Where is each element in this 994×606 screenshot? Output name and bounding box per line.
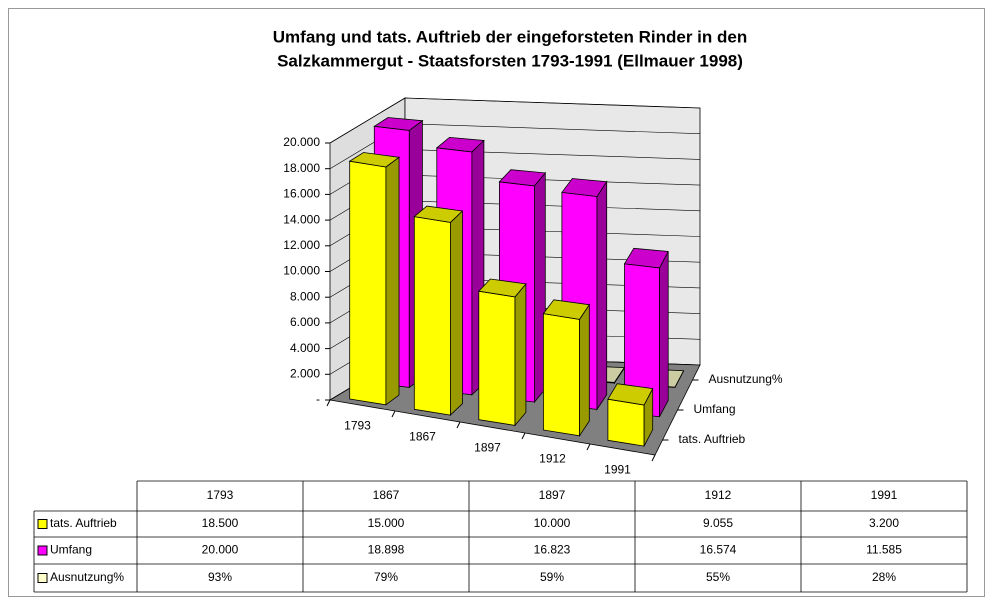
bar — [607, 383, 654, 447]
bar-side — [659, 251, 669, 417]
legend-label: Ausnutzung% — [50, 570, 124, 584]
chart-title: Umfang und tats. Auftrieb der eingeforst… — [273, 27, 747, 46]
table-cell: 59% — [540, 570, 564, 584]
bar-top — [348, 152, 401, 168]
y-tick-label: - — [316, 392, 320, 406]
table-cell: 16.574 — [700, 543, 737, 557]
bar-front — [607, 398, 645, 447]
x-tick-label: 1912 — [539, 452, 566, 466]
bar-front — [349, 160, 387, 406]
bar — [477, 278, 527, 427]
y-tick-label: 4.000 — [290, 341, 320, 355]
y-tick-label: 16.000 — [283, 187, 320, 201]
depth-label: tats. Auftrieb — [679, 432, 746, 446]
table-cell: 15.000 — [368, 516, 405, 530]
table-cell: 9.055 — [703, 516, 733, 530]
bar-side — [596, 180, 608, 411]
bar — [542, 299, 590, 438]
depth-label: Umfang — [694, 402, 736, 416]
bar-side — [385, 156, 400, 406]
table-cell: 93% — [208, 570, 232, 584]
table-cell: 3.200 — [869, 516, 899, 530]
x-tick — [521, 432, 526, 440]
table-header: 1793 — [207, 488, 234, 502]
x-tick — [651, 454, 656, 462]
bar — [623, 247, 669, 418]
table-header: 1897 — [539, 488, 566, 502]
bar-top — [542, 299, 590, 320]
x-tick-label: 1897 — [474, 441, 501, 455]
x-tick — [391, 410, 396, 418]
table-header: 1867 — [373, 488, 400, 502]
y-tick-label: 14.000 — [283, 212, 320, 226]
table-cell: 16.823 — [534, 543, 571, 557]
x-tick-label: 1793 — [344, 419, 371, 433]
bar-top — [498, 169, 547, 187]
x-tick — [456, 421, 461, 429]
chart-title: Salzkammergut - Staatsforsten 1793-1991 … — [277, 51, 743, 70]
y-tick-label: 20.000 — [283, 135, 320, 149]
legend-label: tats. Auftrieb — [50, 516, 117, 530]
depth-label: Ausnutzung% — [709, 372, 783, 386]
bar-side — [579, 303, 590, 438]
bar-front — [478, 290, 516, 426]
grid-line — [329, 97, 701, 144]
bar-side — [514, 282, 527, 427]
bar-side — [449, 210, 463, 417]
bar-top — [373, 117, 424, 131]
x-tick — [586, 443, 591, 451]
table-cell: 79% — [374, 570, 398, 584]
y-tick-label: 6.000 — [290, 315, 320, 329]
y-tick-label: 12.000 — [283, 238, 320, 252]
bar-top — [477, 278, 527, 298]
legend-label: Umfang — [50, 543, 92, 557]
x-tick-label: 1991 — [604, 463, 631, 477]
bar — [413, 205, 464, 417]
bar-front — [413, 216, 451, 416]
y-tick-label: 10.000 — [283, 264, 320, 278]
table-cell: 20.000 — [202, 543, 239, 557]
table-cell: 11.585 — [866, 543, 902, 557]
bar — [348, 152, 401, 406]
bar-top — [561, 178, 608, 197]
table-cell: 55% — [706, 570, 730, 584]
bar-top — [623, 247, 669, 269]
legend-key — [37, 573, 48, 583]
bar-top — [435, 136, 485, 153]
bar-top — [607, 383, 654, 406]
y-tick-label: 18.000 — [283, 161, 320, 175]
table-cell: 10.000 — [534, 516, 571, 530]
table-cell: 28% — [872, 570, 896, 584]
table-header: 1991 — [871, 488, 898, 502]
legend-key — [37, 519, 48, 529]
table-cell: 18.500 — [202, 516, 239, 530]
table-header: 1912 — [705, 488, 732, 502]
y-tick-label: 2.000 — [290, 366, 320, 380]
bar-front — [543, 313, 580, 437]
x-tick-label: 1867 — [409, 430, 436, 444]
x-tick — [326, 399, 331, 407]
bar-top — [413, 205, 464, 223]
y-tick-label: 8.000 — [290, 289, 320, 303]
legend-key — [37, 545, 48, 556]
table-cell: 18.898 — [368, 543, 405, 557]
